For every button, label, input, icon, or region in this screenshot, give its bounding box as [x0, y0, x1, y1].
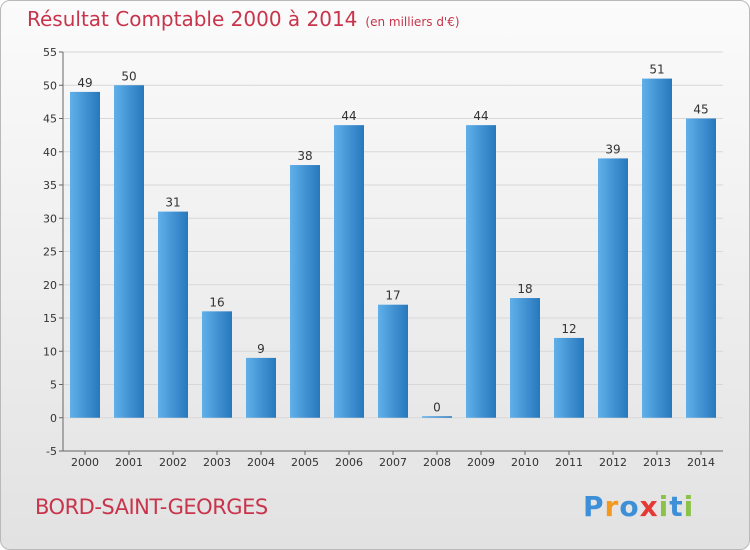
- bar-2003: [202, 311, 232, 418]
- x-tick-label-2007: 2007: [379, 456, 407, 469]
- logo-letter: x: [639, 490, 659, 523]
- x-tick-label-2011: 2011: [555, 456, 583, 469]
- y-tick-label: 45: [43, 113, 57, 126]
- y-tick-label: 25: [43, 246, 57, 259]
- bar-2001: [114, 85, 144, 418]
- logo-letter: i: [683, 490, 695, 523]
- data-label-2012: 39: [605, 142, 620, 156]
- bar-2008: [422, 416, 452, 418]
- x-tick-label-2004: 2004: [247, 456, 275, 469]
- x-tick-label-2003: 2003: [203, 456, 231, 469]
- data-label-2001: 50: [121, 69, 136, 83]
- logo-letter: i: [658, 490, 670, 523]
- bar-2010: [510, 298, 540, 418]
- x-tick-label-2000: 2000: [71, 456, 99, 469]
- data-label-2003: 16: [209, 295, 224, 309]
- y-tick-label: -5: [46, 445, 57, 458]
- x-tick-label-2002: 2002: [159, 456, 187, 469]
- x-tick-label-2001: 2001: [115, 456, 143, 469]
- chart-title: Résultat Comptable 2000 à 2014 (en millie…: [27, 7, 460, 31]
- logo-letter: r: [604, 490, 620, 523]
- x-tick-label-2009: 2009: [467, 456, 495, 469]
- x-tick-label-2010: 2010: [511, 456, 539, 469]
- x-tick-label-2013: 2013: [643, 456, 671, 469]
- data-label-2007: 17: [385, 289, 400, 303]
- bar-2002: [158, 211, 188, 418]
- data-label-2014: 45: [693, 103, 708, 117]
- y-tick-label: 50: [43, 79, 57, 92]
- bar-2004: [246, 357, 276, 418]
- chart-title-text: Résultat Comptable 2000 à 2014: [27, 7, 358, 31]
- y-tick-label: 55: [43, 46, 57, 59]
- x-tick-label-2012: 2012: [599, 456, 627, 469]
- data-label-2009: 44: [473, 109, 488, 123]
- y-tick-label: 15: [43, 312, 57, 325]
- y-tick-label: 10: [43, 345, 57, 358]
- bar-2013: [642, 78, 672, 418]
- bar-2006: [334, 125, 364, 418]
- logo-letter: P: [583, 490, 605, 523]
- data-label-2004: 9: [257, 342, 265, 356]
- x-tick-label-2008: 2008: [423, 456, 451, 469]
- y-tick-label: 0: [50, 412, 57, 425]
- data-label-2002: 31: [165, 196, 180, 210]
- proxiti-logo[interactable]: Proxiti: [583, 490, 694, 523]
- bar-2009: [466, 125, 496, 418]
- data-label-2005: 38: [297, 149, 312, 163]
- data-label-2013: 51: [649, 63, 664, 77]
- bar-2005: [290, 165, 320, 418]
- data-label-2010: 18: [517, 282, 532, 296]
- bar-2014: [686, 118, 716, 418]
- bar-2000: [70, 91, 100, 418]
- data-label-2011: 12: [561, 322, 576, 336]
- data-label-2000: 49: [77, 76, 92, 90]
- x-tick-label-2014: 2014: [687, 456, 715, 469]
- y-tick-label: 5: [50, 379, 57, 392]
- bar-2011: [554, 337, 584, 418]
- logo-letter: o: [619, 490, 640, 523]
- bar-2012: [598, 158, 628, 418]
- bar-2007: [378, 304, 408, 418]
- logo-letter: t: [669, 490, 684, 523]
- x-tick-label-2006: 2006: [335, 456, 363, 469]
- y-tick-label: 30: [43, 212, 57, 225]
- data-label-2008: 0: [433, 400, 441, 414]
- data-label-2006: 44: [341, 109, 356, 123]
- y-tick-label: 20: [43, 279, 57, 292]
- x-tick-label-2005: 2005: [291, 456, 319, 469]
- commune-name: BORD-SAINT-GEORGES: [35, 495, 268, 519]
- y-tick-label: 35: [43, 179, 57, 192]
- y-tick-label: 40: [43, 146, 57, 159]
- chart-subtitle: (en milliers d'€): [365, 15, 460, 29]
